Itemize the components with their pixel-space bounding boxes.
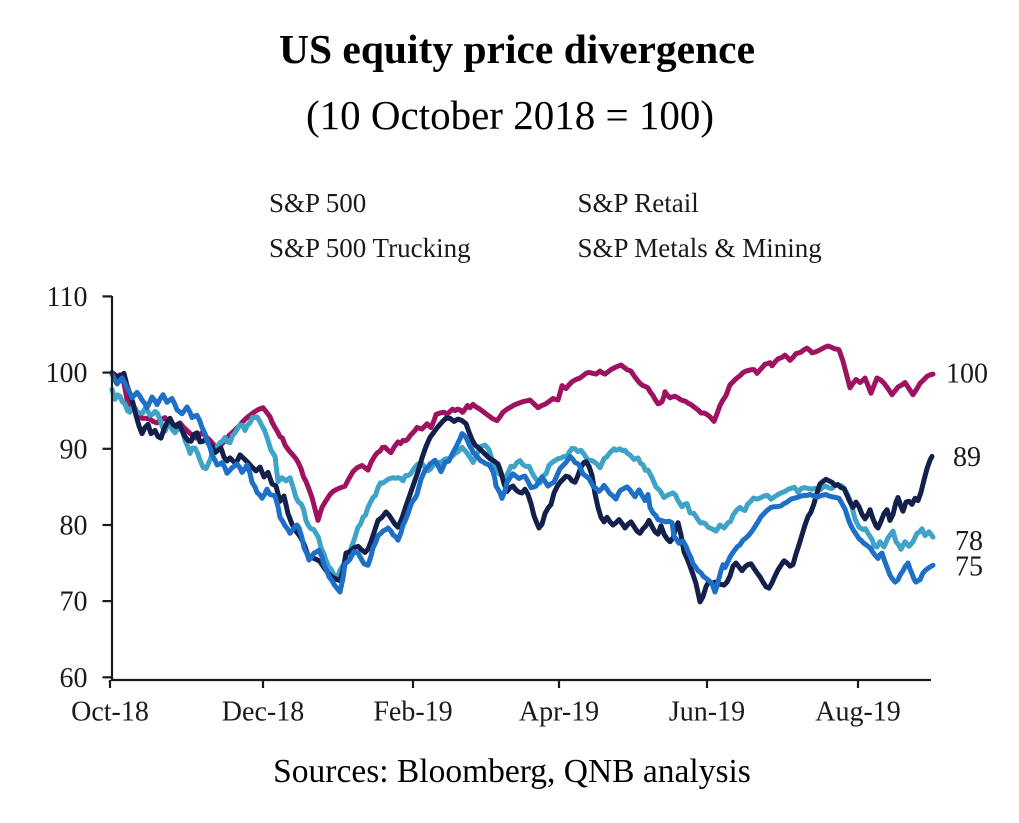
svg-text:S&P 500 Trucking: S&P 500 Trucking <box>269 233 471 263</box>
svg-text:75: 75 <box>955 552 983 583</box>
svg-text:US equity price divergence: US equity price divergence <box>279 26 755 72</box>
svg-text:Oct-18: Oct-18 <box>71 697 149 728</box>
svg-text:100: 100 <box>46 358 88 389</box>
svg-text:110: 110 <box>47 282 88 313</box>
svg-text:Dec-18: Dec-18 <box>222 697 304 728</box>
svg-text:S&P Retail: S&P Retail <box>578 188 699 218</box>
svg-text:(10 October 2018 = 100): (10 October 2018 = 100) <box>306 92 714 138</box>
svg-text:Feb-19: Feb-19 <box>373 697 452 728</box>
svg-text:89: 89 <box>953 442 981 473</box>
svg-text:80: 80 <box>60 511 88 542</box>
svg-text:Aug-19: Aug-19 <box>815 697 901 728</box>
svg-text:Jun-19: Jun-19 <box>669 697 745 728</box>
svg-text:S&P 500: S&P 500 <box>269 188 366 218</box>
svg-text:78: 78 <box>955 526 983 557</box>
svg-text:Sources: Bloomberg, QNB analys: Sources: Bloomberg, QNB analysis <box>273 753 751 790</box>
svg-text:Apr-19: Apr-19 <box>519 697 599 728</box>
svg-text:S&P Metals & Mining: S&P Metals & Mining <box>578 233 822 263</box>
svg-text:90: 90 <box>60 434 88 465</box>
svg-text:70: 70 <box>60 587 88 618</box>
svg-text:100: 100 <box>946 359 988 390</box>
svg-text:60: 60 <box>60 663 88 694</box>
